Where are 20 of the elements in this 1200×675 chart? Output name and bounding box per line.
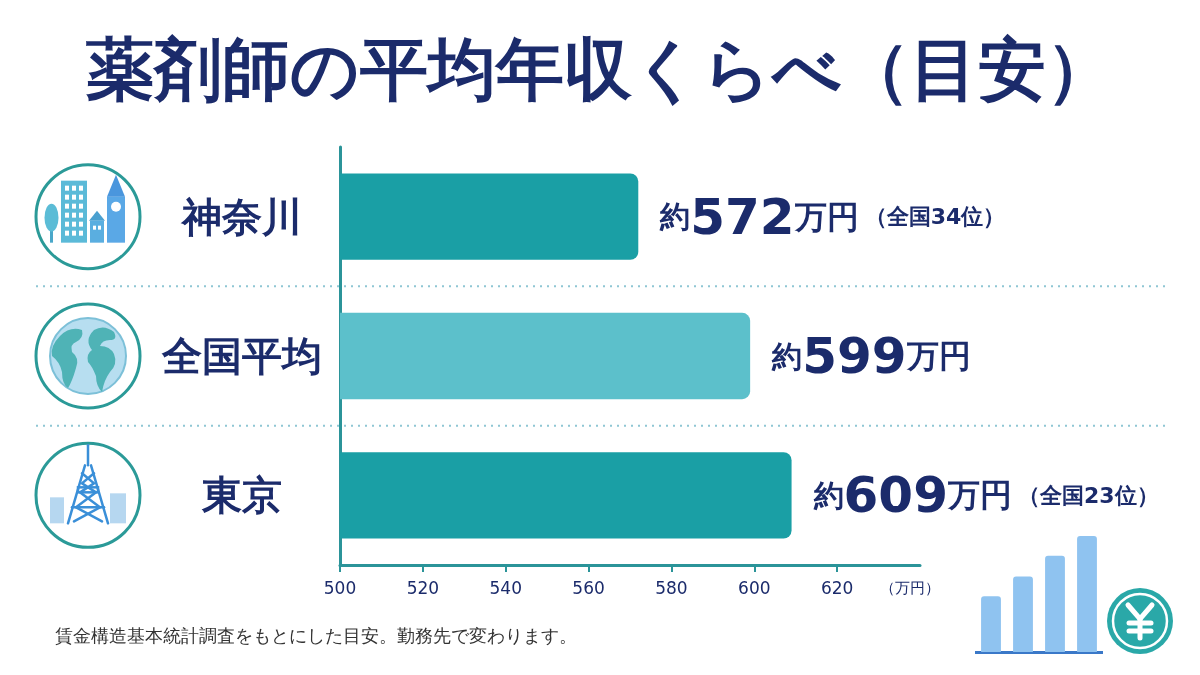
data-label: 約572万円（全国34位） [659,187,1006,246]
x-tick-label: 560 [572,577,605,598]
bar [1077,536,1097,652]
x-tick-label: 540 [489,577,522,598]
y-tick-label: 全国平均 [161,333,322,379]
data-label: 約609万円（全国23位） [812,466,1159,525]
x-tick-label: 500 [323,577,357,598]
x-axis-title: （万円） [880,578,940,597]
bar [1013,576,1033,652]
text: 賃金構造基本統計調査をもとにした目安。勤務先で変わります。 [55,624,577,646]
x-tick-label: 580 [655,577,688,598]
bar [981,596,1001,652]
x-tick-label: 620 [820,577,854,598]
chart-title: 薬剤師の平均年収くらべ（目安） [86,29,1114,109]
bar [1045,555,1065,652]
y-tick-label: 東京 [201,472,282,519]
x-tick-label: 520 [406,577,440,598]
data-label: 約599万円 [771,327,971,385]
y-tick-label: 神奈川 [180,193,302,240]
x-tick-label: 600 [738,577,771,598]
